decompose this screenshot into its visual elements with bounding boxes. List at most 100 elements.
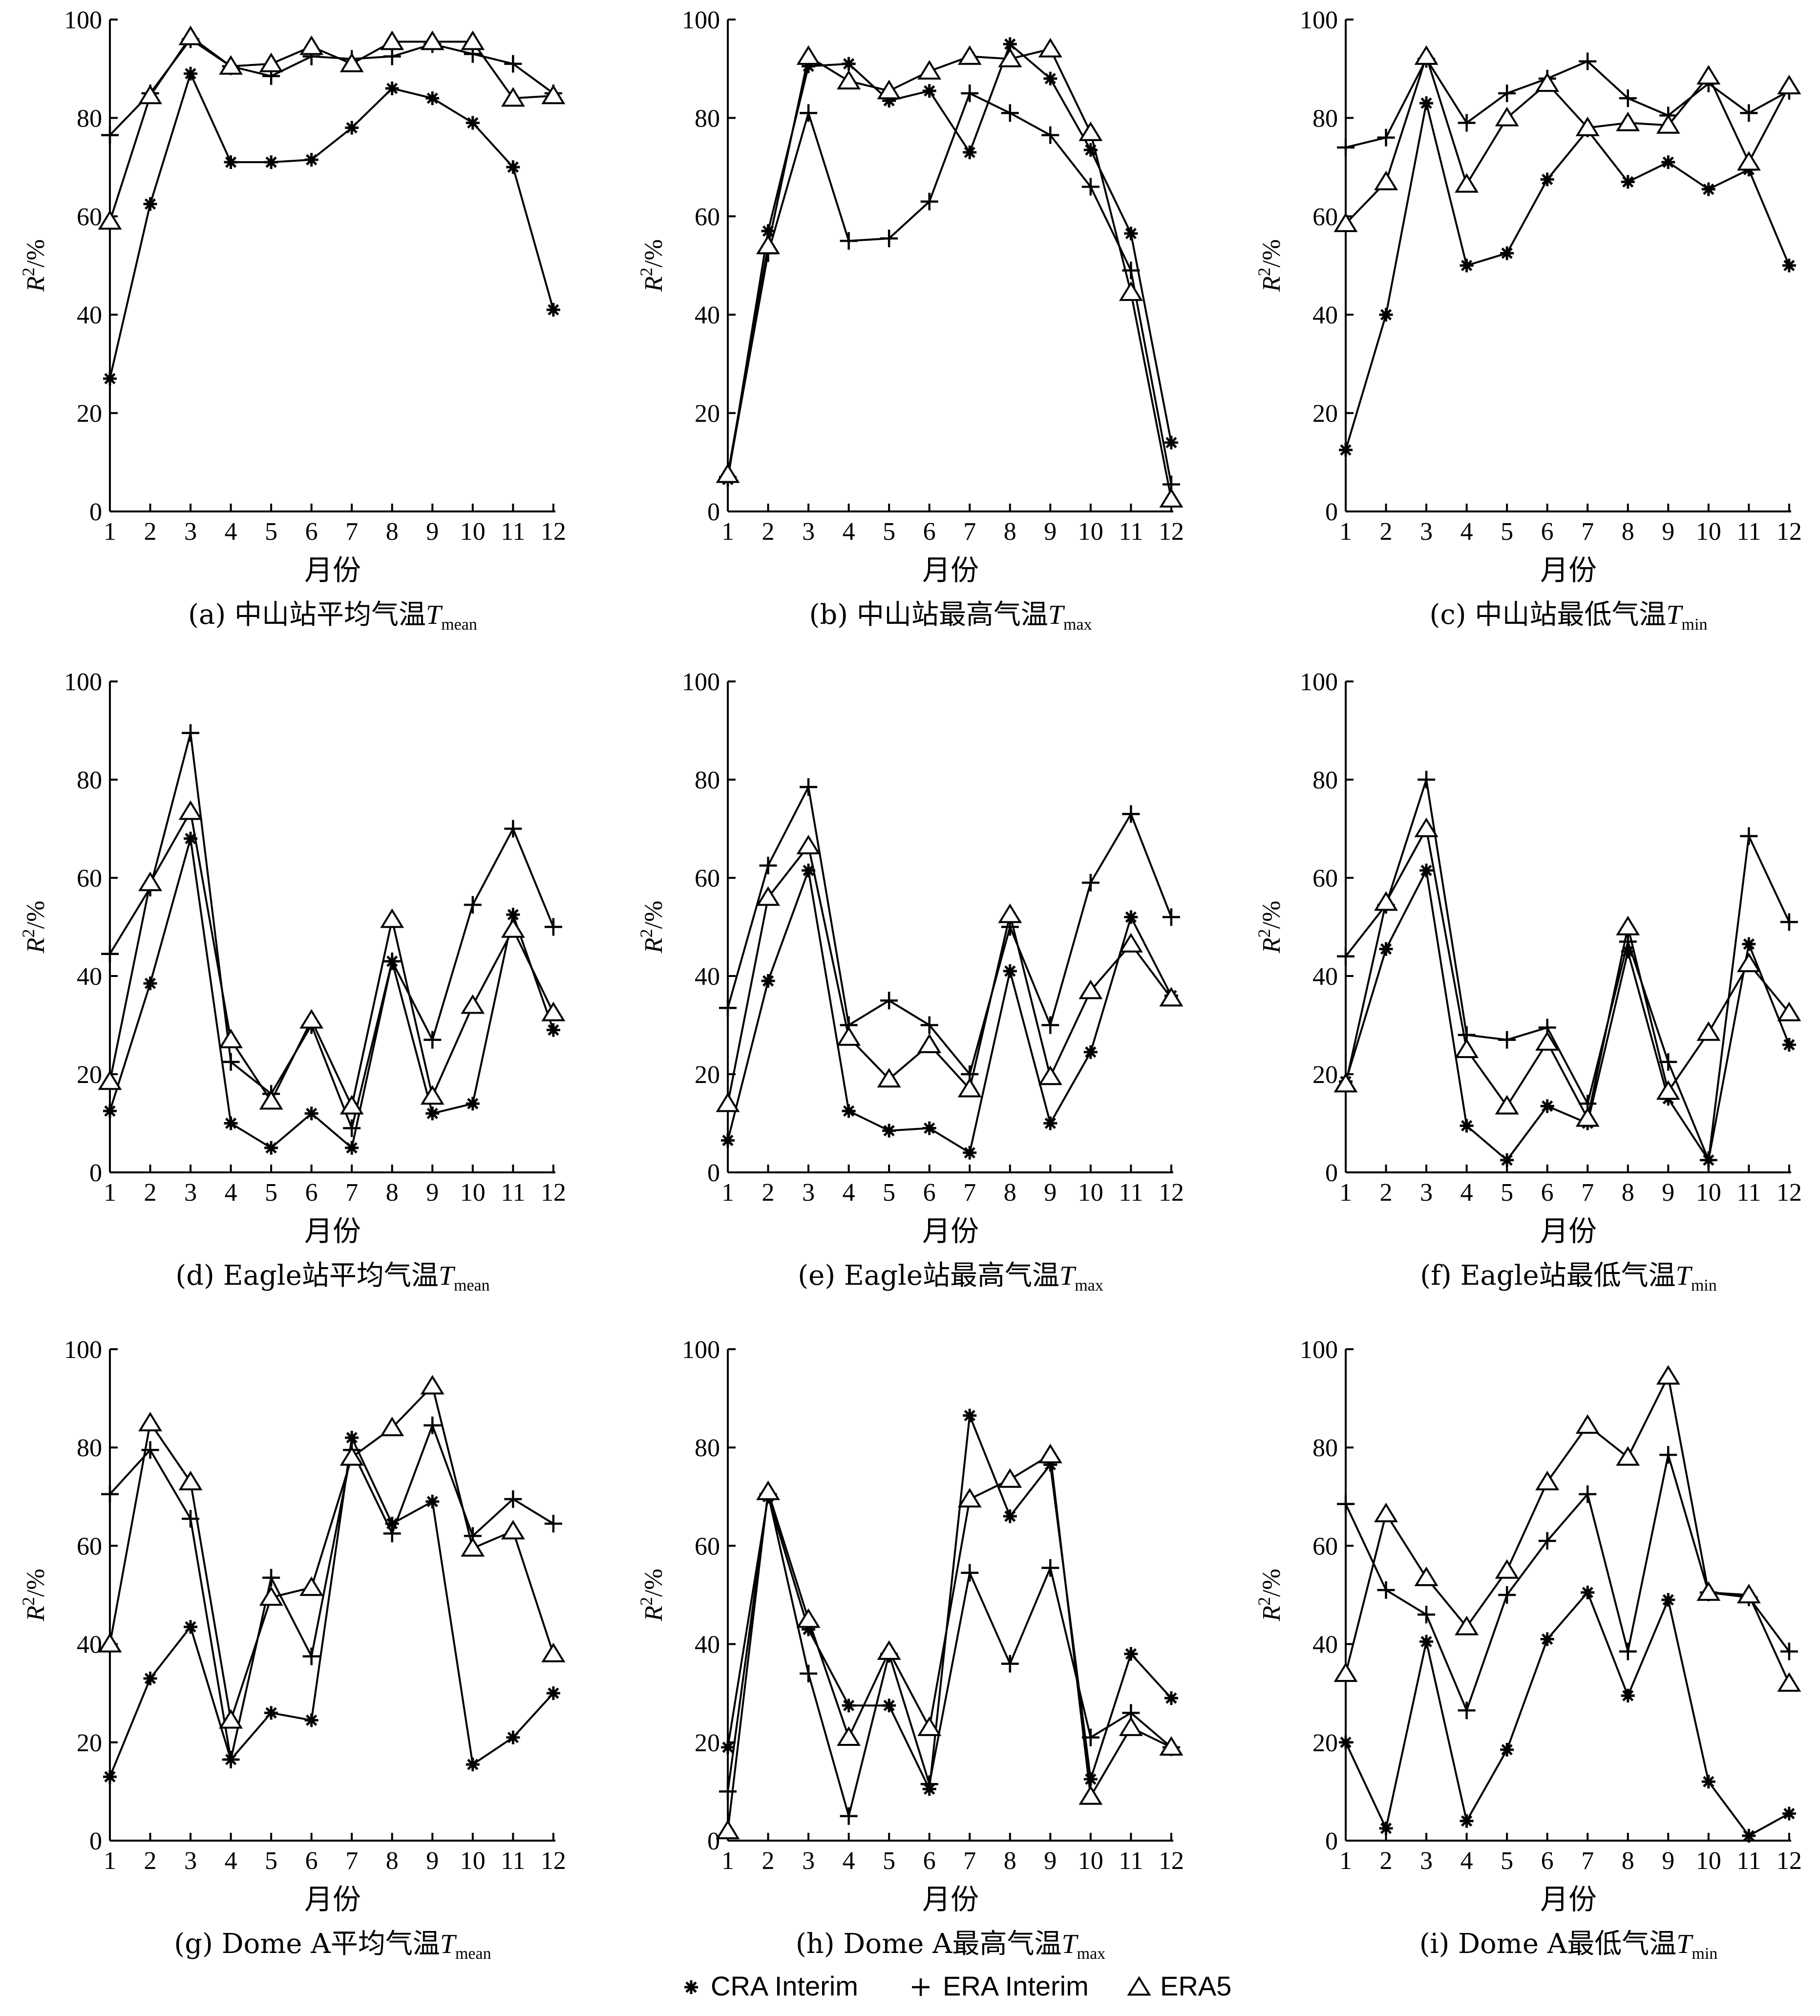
data-point-era xyxy=(1498,85,1516,103)
data-point-era xyxy=(1498,1031,1516,1049)
data-point-cra xyxy=(506,1730,520,1744)
y-tick-label: 40 xyxy=(77,301,102,329)
data-point-era5 xyxy=(957,1078,982,1098)
caption-prefix: (d) Eagle站平均气温 xyxy=(175,1260,439,1292)
data-point-era xyxy=(1081,178,1100,196)
x-tick-label: 9 xyxy=(1662,1847,1674,1875)
data-point-cra xyxy=(224,1116,238,1130)
data-point-era5 xyxy=(501,1520,525,1540)
y-tick-label: 20 xyxy=(1312,400,1338,428)
data-point-cra xyxy=(1782,1038,1796,1052)
x-tick-label: 5 xyxy=(883,1847,895,1875)
series-line-cra xyxy=(727,43,1172,480)
data-point-cra xyxy=(1419,863,1434,877)
series-line-era5 xyxy=(727,845,1172,1104)
legend-item-era5: ERA5 xyxy=(1127,1971,1231,2001)
legend-item-cra: CRA Interim xyxy=(684,1971,858,2001)
data-point-cra xyxy=(143,1672,157,1686)
data-point-cra xyxy=(1043,1116,1058,1130)
data-point-era5 xyxy=(1616,915,1640,935)
data-point-era5 xyxy=(501,87,525,107)
x-tick-label: 1 xyxy=(104,1847,116,1875)
y-tick-label: 0 xyxy=(707,498,720,526)
data-point-era5 xyxy=(1656,1080,1680,1100)
y-tick-label: 0 xyxy=(1325,1827,1338,1855)
x-tick-label: 5 xyxy=(1501,1847,1513,1875)
data-point-era xyxy=(504,820,522,838)
x-tick-label: 7 xyxy=(1581,1847,1594,1875)
data-point-era xyxy=(1001,1655,1019,1673)
x-tick-label: 8 xyxy=(1622,518,1634,546)
x-tick-label: 10 xyxy=(1696,1179,1721,1207)
data-point-era xyxy=(800,1664,818,1682)
x-axis-title: 月份 xyxy=(922,1883,979,1916)
y-tick-label: 20 xyxy=(1312,1729,1338,1757)
data-point-era5 xyxy=(796,834,821,854)
data-point-cra xyxy=(1742,1828,1756,1843)
data-point-era5 xyxy=(917,1033,942,1053)
data-point-cra xyxy=(103,372,117,386)
x-tick-label: 10 xyxy=(1078,1847,1103,1875)
y-axis-title-unit: /% xyxy=(640,901,668,929)
y-axis-title-unit: /% xyxy=(22,901,50,929)
data-point-cra xyxy=(1701,1775,1715,1789)
data-point-era xyxy=(101,1485,119,1503)
data-point-era5 xyxy=(1656,1365,1680,1385)
x-tick-label: 10 xyxy=(460,1179,486,1207)
x-tick-label: 1 xyxy=(1339,1847,1352,1875)
y-tick-label: 20 xyxy=(695,1729,720,1757)
series-line-era xyxy=(1345,1454,1790,1712)
x-tick-label: 12 xyxy=(1159,1847,1184,1875)
data-point-cra xyxy=(1460,1814,1474,1828)
data-point-era5 xyxy=(1495,1095,1519,1115)
data-point-era5 xyxy=(1656,114,1680,134)
series-line-cra xyxy=(727,1414,1172,1790)
x-tick-label: 1 xyxy=(721,1179,734,1207)
panel-caption: (e) Eagle站最高气温Tmax xyxy=(798,1260,1103,1294)
data-point-cra xyxy=(882,1124,896,1138)
x-tick-label: 8 xyxy=(386,1847,399,1875)
data-point-era xyxy=(383,952,401,970)
caption-subscript: min xyxy=(1691,1276,1717,1294)
data-point-era5 xyxy=(259,1586,283,1606)
data-point-era xyxy=(1619,1642,1637,1660)
data-point-era xyxy=(1659,1053,1677,1071)
data-point-cra xyxy=(546,303,560,317)
x-tick-label: 1 xyxy=(104,518,116,546)
y-axis-title-unit: /% xyxy=(22,1569,50,1597)
y-axis-title: R2/% xyxy=(19,239,50,293)
data-point-era5 xyxy=(1736,151,1761,171)
x-tick-label: 5 xyxy=(265,518,277,546)
data-point-cra xyxy=(103,1104,117,1118)
y-axis-title-main: R xyxy=(22,1606,50,1622)
y-axis-title-unit: /% xyxy=(1258,1569,1286,1597)
data-point-era5 xyxy=(178,25,203,45)
x-tick-label: 6 xyxy=(923,1179,936,1207)
y-tick-label: 60 xyxy=(1312,1532,1338,1560)
data-point-era xyxy=(880,992,898,1010)
data-point-cra xyxy=(1003,1509,1017,1524)
data-point-cra xyxy=(1379,942,1393,956)
data-point-cra xyxy=(143,197,157,211)
data-point-era xyxy=(1699,1151,1717,1169)
data-point-era5 xyxy=(1414,45,1439,65)
y-tick-label: 20 xyxy=(77,400,102,428)
data-point-era xyxy=(544,918,562,936)
data-point-cra xyxy=(721,1740,735,1754)
series-line-era5 xyxy=(1345,1375,1790,1684)
data-point-era5 xyxy=(1079,1785,1103,1805)
data-point-era xyxy=(262,1569,280,1587)
y-tick-label: 100 xyxy=(1300,1336,1338,1364)
caption-subscript: max xyxy=(1077,1945,1106,1963)
caption-subscript: mean xyxy=(454,1276,490,1294)
data-point-cra xyxy=(1540,172,1554,187)
data-point-era5 xyxy=(1455,173,1479,193)
data-point-era5 xyxy=(877,80,901,100)
y-tick-label: 0 xyxy=(89,1827,102,1855)
data-point-era xyxy=(920,192,938,211)
data-point-era5 xyxy=(998,903,1022,923)
series-line-cra xyxy=(1345,869,1790,1161)
x-tick-label: 2 xyxy=(1380,1179,1393,1207)
